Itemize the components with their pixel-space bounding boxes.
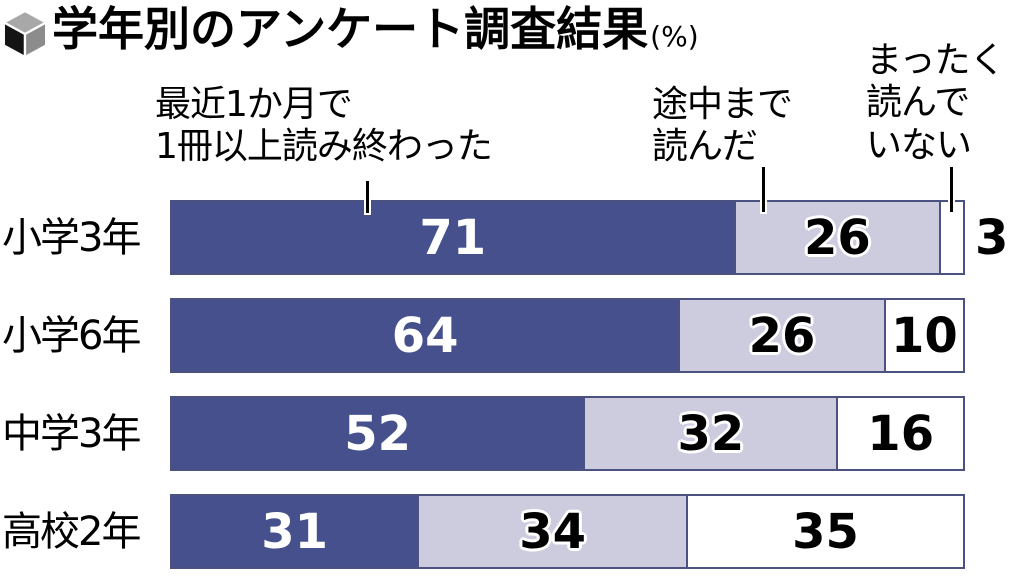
bar-segment-finished: 31 [172,496,418,567]
stacked-bar: 52 32 16 [170,396,965,471]
bar-segment-none: 3 [939,202,1008,273]
leader-tick-partway [762,167,765,212]
category-label: 小学3年 [2,214,141,261]
bar-segment-partway: 34 [417,496,687,567]
bar-segment-none: 16 [836,398,963,469]
leader-tick-none [950,167,953,212]
value-label: 71 [419,209,487,266]
bar-segment-partway: 32 [583,398,837,469]
bar-segment-finished: 52 [172,398,584,469]
stacked-bar: 64 26 10 [170,298,965,373]
bar-segment-finished: 71 [172,202,734,273]
bar-segment-none: 10 [883,300,963,371]
legend-label-partway: 途中まで 読んだ [652,84,793,168]
value-label: 34 [519,503,587,560]
category-label: 高校2年 [2,508,141,555]
chart-header: 学年別のアンケート調査結果 (%) [2,4,699,59]
bar-rows: 小学3年 71 26 3 小学6年 64 26 10 中学3年 52 32 16 高校2年 31 34 35 [0,200,1024,569]
value-label: 26 [804,209,871,266]
chart-row: 小学6年 64 26 10 [0,298,1024,373]
value-label: 16 [867,405,935,462]
leader-tick-finished [366,181,369,213]
value-label: 3 [974,209,1009,266]
cube-bullet-icon [2,9,48,59]
value-label: 64 [391,307,459,364]
legend-label-finished: 最近1か月で 1冊以上読み終わった [155,84,493,168]
bar-segment-partway: 26 [733,202,940,273]
chart-unit-label: (%) [650,20,699,53]
chart-title: 学年別のアンケート調査結果 [52,2,649,56]
value-label: 32 [677,405,745,462]
legend-label-none: まったく 読んで いない [866,40,1006,166]
value-label: 35 [792,503,859,560]
value-label: 31 [261,503,328,560]
bar-segment-finished: 64 [172,300,679,371]
chart-row: 高校2年 31 34 35 [0,494,1024,569]
chart-row: 小学3年 71 26 3 [0,200,1024,275]
stacked-bar: 71 26 3 [170,200,1008,275]
bar-segment-partway: 26 [678,300,884,371]
chart-row: 中学3年 52 32 16 [0,396,1024,471]
category-label: 中学3年 [2,410,141,457]
category-label: 小学6年 [2,312,141,359]
stacked-bar: 31 34 35 [170,494,965,569]
value-label: 10 [891,307,958,364]
value-label: 52 [344,405,412,462]
bar-segment-none: 35 [686,496,963,567]
value-label: 26 [748,307,816,364]
